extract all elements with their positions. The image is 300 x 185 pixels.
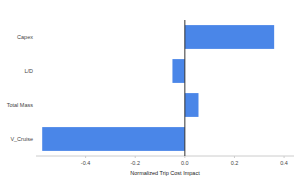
category-label: V_Cruise [10, 136, 33, 142]
bar [172, 59, 184, 83]
bars [42, 25, 274, 151]
category-label: L/D [24, 68, 33, 74]
tick-label: -0.4 [81, 160, 90, 166]
tick-mark [234, 156, 235, 158]
tick-label: 0.0 [181, 160, 189, 166]
x-axis-line [36, 156, 294, 157]
chart: -0.4 -0.2 0.0 0.2 0.4 Capex L/D Total Mass V_Cru… [0, 0, 300, 185]
bar [185, 25, 274, 49]
tick-mark [85, 156, 86, 158]
zero-line [184, 20, 185, 156]
tick-mark [284, 156, 285, 158]
bar [185, 93, 199, 117]
tick-label: 0.4 [280, 160, 288, 166]
tick-mark [184, 156, 185, 158]
bar [42, 127, 185, 151]
category-label: Total Mass [7, 102, 34, 108]
x-axis-title: Normalized Trip Cost Impact [130, 170, 200, 176]
tick-label: -0.2 [130, 160, 139, 166]
category-label: Capex [17, 34, 33, 40]
tick-mark [135, 156, 136, 158]
tick-label: 0.2 [231, 160, 239, 166]
